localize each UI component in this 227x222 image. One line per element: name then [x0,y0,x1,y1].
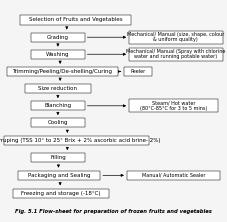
Text: Packaging and Sealing: Packaging and Sealing [28,173,90,178]
Text: Cooling: Cooling [48,120,68,125]
Text: Filling: Filling [50,155,66,160]
Text: Mechanical/ Manual (size, shape, colour
& uniform quality): Mechanical/ Manual (size, shape, colour … [127,32,225,42]
FancyBboxPatch shape [123,67,153,76]
FancyBboxPatch shape [31,153,85,162]
FancyBboxPatch shape [20,15,131,25]
FancyBboxPatch shape [129,31,222,44]
Text: Grading: Grading [47,35,69,40]
Text: Washing: Washing [46,52,70,57]
Text: Size reduction: Size reduction [38,86,77,91]
Text: Freezing and storage (-18°C): Freezing and storage (-18°C) [22,190,101,196]
Text: Blanching: Blanching [44,103,72,108]
FancyBboxPatch shape [18,171,100,180]
FancyBboxPatch shape [31,118,85,127]
Text: Syruping (TSS 10° to 25° Brix + 2% ascorbic acid brine- 2%): Syruping (TSS 10° to 25° Brix + 2% ascor… [0,138,160,143]
FancyBboxPatch shape [31,101,85,110]
Text: Trimming/Peeling/De-shelling/Curing: Trimming/Peeling/De-shelling/Curing [12,69,112,74]
Text: Mechanical/ Manual (Spray with chlorine
water and running potable water): Mechanical/ Manual (Spray with chlorine … [126,49,225,59]
FancyBboxPatch shape [31,50,85,59]
FancyBboxPatch shape [13,188,109,198]
FancyBboxPatch shape [5,136,149,145]
FancyBboxPatch shape [7,67,118,76]
FancyBboxPatch shape [25,84,91,93]
Text: Manual/ Automatic Sealer: Manual/ Automatic Sealer [142,173,205,178]
FancyBboxPatch shape [129,48,222,61]
FancyBboxPatch shape [129,99,218,112]
FancyBboxPatch shape [127,171,220,180]
Text: Steam/ Hot water
(80°C-85°C for 3 to 5 mins): Steam/ Hot water (80°C-85°C for 3 to 5 m… [140,101,207,111]
Text: Selection of Fruits and Vegetables: Selection of Fruits and Vegetables [29,18,123,22]
Text: Peeler: Peeler [130,69,146,74]
FancyBboxPatch shape [31,33,85,42]
Text: Fig. 5.1 Flow-sheet for preparation of frozen fruits and vegetables: Fig. 5.1 Flow-sheet for preparation of f… [15,209,212,214]
